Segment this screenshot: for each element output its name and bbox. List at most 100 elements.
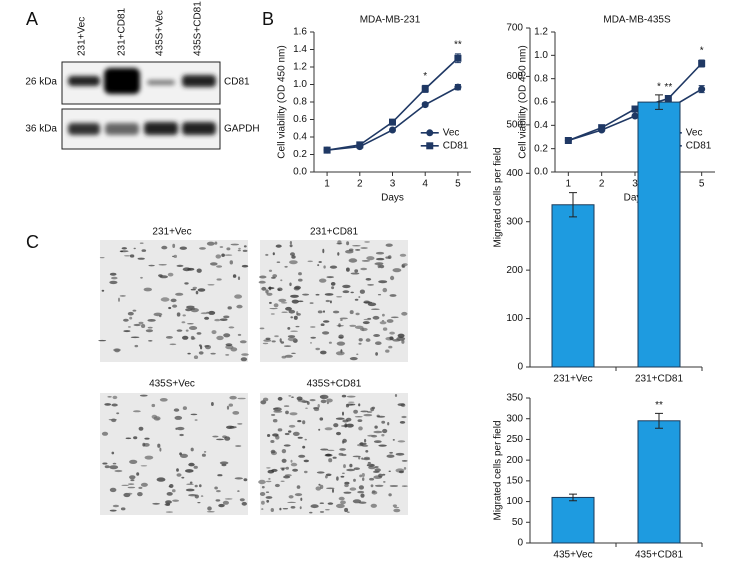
cell bbox=[129, 459, 138, 464]
cell bbox=[360, 493, 365, 498]
cell bbox=[112, 462, 117, 465]
cell bbox=[370, 407, 375, 412]
cell bbox=[237, 276, 241, 281]
y-tick-label: 350 bbox=[506, 393, 523, 404]
annotation: * bbox=[423, 71, 427, 82]
y-axis-label: Cell viability (OD 450 nm) bbox=[518, 45, 529, 158]
cell bbox=[165, 336, 173, 339]
cell bbox=[297, 420, 302, 423]
y-tick-label: 1.0 bbox=[293, 79, 307, 90]
cell bbox=[310, 504, 319, 509]
cell bbox=[176, 329, 183, 332]
cell bbox=[355, 249, 361, 251]
cell bbox=[280, 480, 285, 482]
cell bbox=[297, 300, 304, 303]
cell bbox=[181, 476, 185, 479]
cell bbox=[229, 260, 233, 265]
cell bbox=[302, 293, 310, 296]
lane-label: 231+Vec bbox=[77, 17, 88, 56]
cell bbox=[388, 493, 392, 497]
cell bbox=[112, 504, 119, 508]
cell bbox=[287, 327, 291, 330]
error-bar bbox=[655, 94, 663, 110]
cell bbox=[114, 469, 123, 473]
cell bbox=[346, 395, 356, 398]
bar bbox=[551, 496, 595, 544]
cell bbox=[109, 272, 117, 276]
cell bbox=[349, 487, 357, 491]
cell bbox=[119, 295, 126, 297]
cell bbox=[274, 483, 280, 488]
legend-marker bbox=[426, 142, 434, 150]
cell bbox=[326, 276, 335, 279]
cell bbox=[285, 306, 292, 311]
cell bbox=[302, 420, 306, 425]
y-axis-label: Cell viability (OD 450 nm) bbox=[277, 45, 288, 158]
cell bbox=[144, 437, 150, 440]
cell bbox=[397, 333, 405, 338]
cell bbox=[198, 351, 204, 355]
cell bbox=[378, 473, 383, 478]
cell bbox=[395, 452, 405, 456]
cell bbox=[325, 299, 330, 303]
y-tick-label: 100 bbox=[506, 496, 523, 507]
cell bbox=[195, 290, 199, 295]
cell bbox=[192, 286, 197, 290]
cell bbox=[367, 434, 375, 437]
cell bbox=[121, 484, 129, 486]
cell bbox=[385, 349, 390, 353]
cell bbox=[265, 289, 269, 294]
annotation: ** bbox=[655, 400, 663, 411]
cell bbox=[241, 264, 249, 268]
cell bbox=[145, 329, 153, 333]
cell bbox=[322, 248, 325, 254]
cell bbox=[101, 431, 109, 436]
cell bbox=[206, 511, 215, 513]
cell bbox=[345, 404, 350, 408]
cell bbox=[176, 312, 181, 317]
cell bbox=[169, 343, 177, 346]
cell bbox=[379, 321, 387, 325]
marker-label: 36 kDa bbox=[25, 124, 57, 135]
annotation: ** bbox=[664, 82, 672, 93]
cell bbox=[370, 503, 377, 508]
cell bbox=[354, 416, 363, 418]
micrograph bbox=[260, 393, 408, 515]
cell bbox=[336, 325, 344, 327]
cell bbox=[140, 276, 143, 279]
cell bbox=[288, 495, 294, 499]
cell bbox=[283, 345, 292, 347]
cell bbox=[319, 395, 325, 399]
cell bbox=[121, 247, 128, 250]
cell bbox=[182, 267, 191, 272]
y-tick-label: 0.2 bbox=[293, 149, 307, 160]
cell bbox=[186, 305, 195, 309]
cell bbox=[336, 296, 343, 298]
cell bbox=[331, 286, 335, 290]
cell bbox=[389, 331, 395, 335]
cell bbox=[403, 467, 407, 470]
error-bar bbox=[655, 412, 663, 429]
cell bbox=[261, 500, 265, 505]
cell bbox=[182, 314, 186, 317]
cell bbox=[399, 253, 407, 257]
cell bbox=[109, 465, 119, 470]
cell bbox=[360, 267, 368, 271]
cell bbox=[225, 343, 233, 347]
bands bbox=[68, 68, 216, 135]
cell bbox=[102, 462, 108, 465]
y-tick-label: 1.4 bbox=[293, 44, 307, 55]
cell bbox=[215, 499, 221, 502]
cell bbox=[98, 339, 107, 342]
cell bbox=[235, 445, 242, 447]
cell bbox=[344, 481, 350, 485]
cell bbox=[291, 396, 294, 399]
y-tick-label: 1.0 bbox=[534, 50, 548, 61]
cell bbox=[226, 247, 231, 251]
cell bbox=[358, 342, 362, 345]
cell bbox=[280, 341, 285, 344]
cell bbox=[368, 466, 376, 470]
cell bbox=[289, 244, 293, 248]
cell bbox=[144, 455, 154, 460]
cell bbox=[349, 463, 353, 468]
